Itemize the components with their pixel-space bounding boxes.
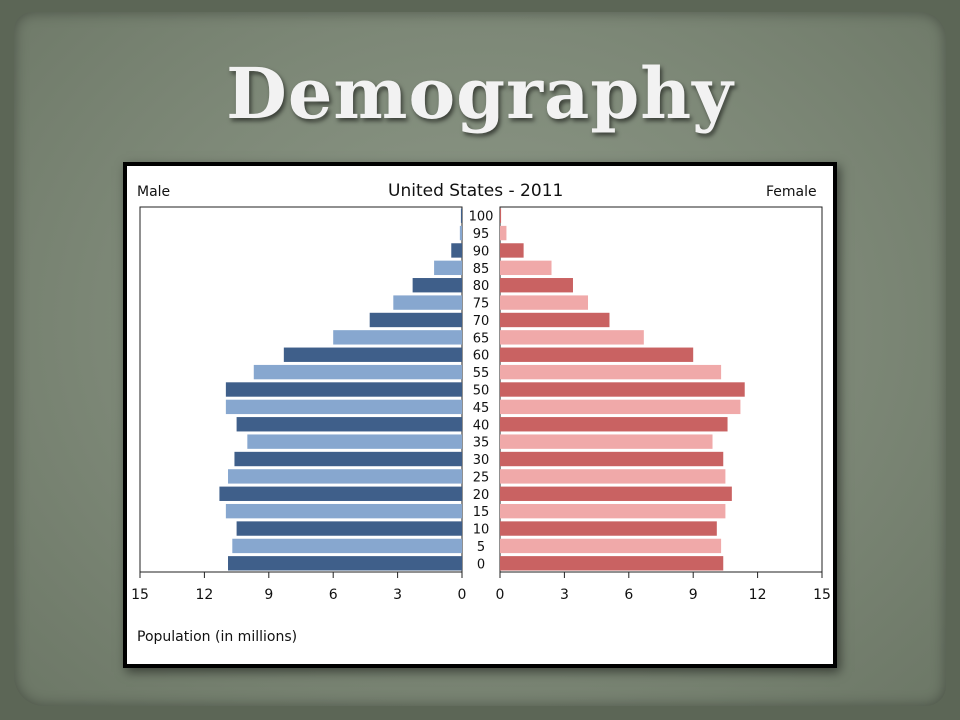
- female-tick-label: 12: [749, 587, 767, 603]
- age-label: 45: [473, 401, 490, 416]
- male-bar-age-65: [333, 330, 462, 345]
- female-tick-label: 6: [624, 587, 633, 603]
- age-label: 50: [473, 384, 490, 399]
- female-bar-age-40: [500, 417, 728, 432]
- male-tick-label: 6: [329, 587, 338, 603]
- female-bar-age-25: [500, 469, 726, 484]
- female-bar-age-30: [500, 451, 724, 467]
- male-label: Male: [137, 184, 170, 200]
- male-bar-age-80: [412, 278, 462, 293]
- female-bar-age-10: [500, 521, 717, 536]
- female-bar-age-85: [500, 260, 552, 276]
- male-bar-age-50: [225, 382, 462, 397]
- male-bar-age-60: [283, 347, 462, 362]
- female-bar-age-70: [500, 312, 610, 328]
- male-tick-label: 12: [195, 587, 213, 603]
- female-bar-age-20: [500, 486, 732, 501]
- age-label: 100: [469, 210, 494, 225]
- male-tick-label: 3: [393, 587, 402, 603]
- male-bar-age-100: [460, 208, 462, 223]
- male-bar-age-5: [232, 538, 462, 554]
- female-tick-label: 0: [496, 587, 505, 603]
- age-label: 40: [473, 418, 490, 433]
- male-bar-age-95: [459, 225, 462, 241]
- male-bar-age-70: [369, 312, 462, 328]
- male-bar-age-90: [451, 243, 462, 258]
- chart-panel: United States - 2011 Male Female Populat…: [127, 166, 833, 664]
- age-label: 85: [473, 262, 490, 277]
- age-label: 5: [477, 540, 485, 555]
- male-bar-age-85: [434, 260, 462, 276]
- female-bar-age-5: [500, 538, 722, 554]
- age-label: 20: [473, 488, 490, 503]
- female-bar-age-35: [500, 434, 713, 449]
- age-label: 80: [473, 279, 490, 294]
- age-label: 60: [473, 349, 490, 364]
- age-label: 90: [473, 244, 490, 259]
- age-label: 35: [473, 436, 490, 451]
- male-tick-label: 15: [131, 587, 149, 603]
- chart-frame: United States - 2011 Male Female Populat…: [123, 162, 837, 668]
- male-bar-age-45: [225, 399, 462, 415]
- male-bar-age-25: [228, 469, 462, 484]
- male-tick-label: 9: [264, 587, 273, 603]
- population-pyramid-chart: United States - 2011 Male Female Populat…: [131, 181, 831, 645]
- female-tick-label: 15: [813, 587, 831, 603]
- female-tick-label: 9: [689, 587, 698, 603]
- female-bar-age-45: [500, 399, 741, 415]
- male-bar-age-35: [247, 434, 462, 449]
- age-label: 0: [477, 557, 485, 572]
- male-bar-age-20: [219, 486, 462, 501]
- male-bar-age-30: [234, 451, 462, 467]
- female-bar-age-50: [500, 382, 745, 397]
- female-bar-age-75: [500, 295, 589, 310]
- age-label: 95: [473, 227, 490, 242]
- female-bar-age-0: [500, 556, 724, 571]
- male-bar-age-40: [236, 417, 462, 432]
- female-tick-label: 3: [560, 587, 569, 603]
- female-bar-age-90: [500, 243, 524, 258]
- slide-title: Demography: [226, 52, 734, 135]
- x-axis-label: Population (in millions): [137, 629, 297, 645]
- age-label: 10: [473, 523, 490, 538]
- age-label: 75: [473, 297, 490, 312]
- male-bar-age-10: [236, 521, 462, 536]
- male-bar-age-75: [393, 295, 462, 310]
- age-label: 65: [473, 331, 490, 346]
- female-bar-age-100: [500, 208, 502, 223]
- female-bar-age-60: [500, 347, 694, 362]
- age-label: 55: [473, 366, 490, 381]
- age-label: 15: [473, 505, 490, 520]
- male-bar-age-15: [225, 503, 462, 519]
- female-bar-age-80: [500, 278, 573, 293]
- male-bar-age-0: [228, 556, 462, 571]
- female-bar-age-15: [500, 503, 726, 519]
- male-tick-label: 0: [458, 587, 467, 603]
- age-label: 30: [473, 453, 490, 468]
- age-label: 70: [473, 314, 490, 329]
- male-bar-age-55: [253, 364, 462, 380]
- female-bar-age-65: [500, 330, 644, 345]
- chart-title: United States - 2011: [388, 181, 563, 201]
- female-label: Female: [766, 184, 817, 200]
- female-bar-age-95: [500, 225, 507, 241]
- female-bar-age-55: [500, 364, 722, 380]
- age-label: 25: [473, 470, 490, 485]
